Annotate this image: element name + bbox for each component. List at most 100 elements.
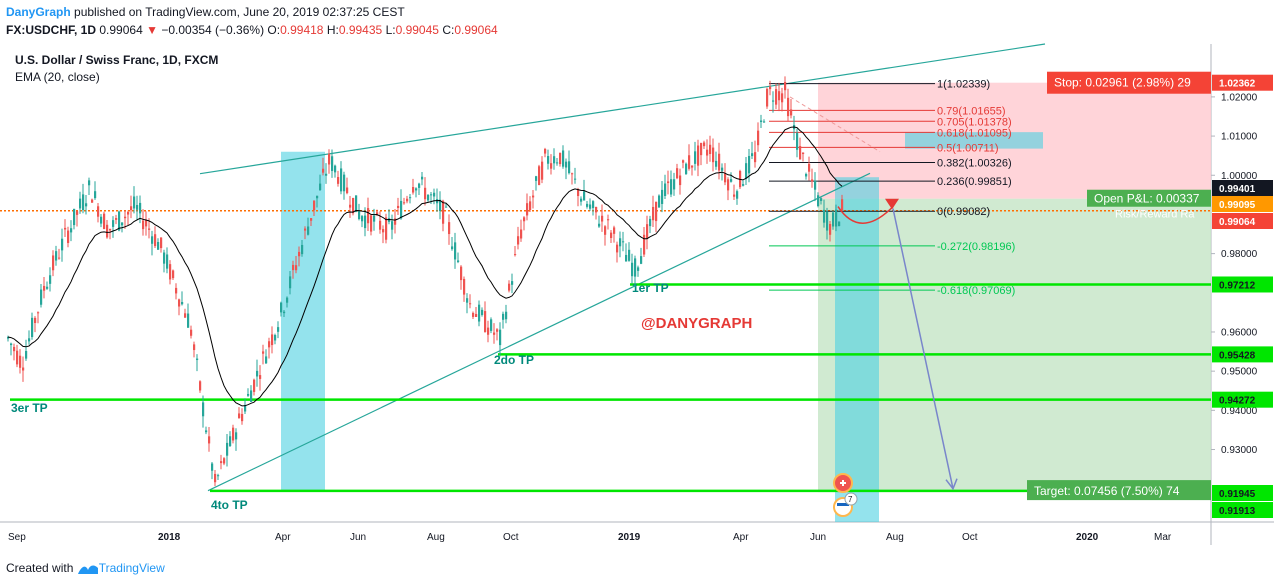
candle-body [454,242,457,260]
candle-body [127,212,130,215]
candle-body [562,150,565,167]
x-tick-label: Oct [962,532,978,543]
candle-body [715,160,718,167]
candle-body [472,312,475,317]
fib-level-label: 0.5(1.00711) [937,142,999,154]
target-zone [818,198,1211,493]
candle-body [784,81,787,91]
low-value: 0.99045 [395,23,439,37]
candle-body [574,178,577,180]
candle-body [772,100,775,102]
x-tick-label: Jun [350,532,366,543]
candle-body [457,260,460,262]
price-axis-label-box [1212,346,1273,363]
candle-body [634,258,637,277]
candle-body [760,120,763,123]
fib-level-label: 0.382(1.00326) [937,157,1012,169]
candle-body [841,199,844,211]
candle-body [31,317,34,337]
x-tick-label: Jun [810,532,826,543]
candle-body [238,413,241,419]
candle-body [136,204,139,210]
price-axis-label-box [1212,213,1273,229]
price-axis-label: 0.99064 [1219,217,1256,228]
candle-body [544,148,547,154]
candle-body [373,215,376,222]
candle-body [145,220,148,227]
event-count-text: 7 [848,495,853,504]
candle-body [823,209,826,223]
candle-body [817,195,820,207]
candle-body [271,334,274,346]
fib-level-label: -0.618(0.97069) [937,285,1015,297]
candle-body [343,174,346,192]
candle-body [796,132,799,150]
candle-body [709,144,712,155]
candle-body [415,188,418,191]
candle-body [700,142,703,156]
x-tick-label: Apr [733,532,749,543]
watermark-text: @DANYGRAPH [641,315,752,332]
ohlc-line: FX:USDCHF, 1D 0.99064 ▼ −0.00354 (−0.36%… [6,23,498,37]
swiss-cross-icon [840,480,846,486]
fib-highlight-box [905,132,1043,149]
candle-body [514,254,517,256]
y-tick-label: 1.01000 [1221,132,1258,143]
candle-body [781,93,784,103]
candle-body [196,358,199,361]
candle-body [532,195,535,198]
candle-body [241,413,244,422]
open-pl-label: Open P&L: 0.00337 [1094,192,1200,206]
candle-body [595,206,598,213]
candle-body [232,427,235,441]
candle-body [547,155,550,164]
candle-body [397,205,400,208]
candle-body [610,232,613,239]
candle-body [256,370,259,377]
price-axis-label-box [1212,485,1273,501]
candle-body [805,173,808,177]
tradingview-brand[interactable]: TradingView [98,561,165,575]
fib-level-label: 0(0.99082) [937,206,990,218]
candle-body [439,199,442,211]
candle-body [604,226,607,235]
candle-body [292,264,295,271]
candle-body [268,341,271,348]
candle-body [622,241,625,243]
candle-body [202,402,205,417]
high-value: 0.99435 [338,23,383,37]
last-price: 0.99064 [99,23,143,37]
candle-body [505,311,508,320]
candle-body [559,152,562,165]
candle-body [304,228,307,231]
candle-body [460,266,463,281]
x-tick-label: 2018 [158,532,181,543]
candle-body [370,215,373,232]
candle-body [775,89,778,105]
candle-body [619,238,622,247]
x-tick-label: Apr [275,532,291,543]
indicator-label: EMA (20, close) [15,70,100,84]
author-link[interactable]: DanyGraph [6,5,71,19]
ema-line [7,126,843,407]
candle-body [673,179,676,190]
candle-body [259,375,262,379]
lower-trendline [207,172,871,492]
candle-body [568,161,571,174]
candle-body [328,153,331,165]
candle-body [316,195,319,199]
candle-body [334,165,337,173]
candle-body [445,206,448,208]
candle-body [37,312,40,314]
candle-body [163,252,166,264]
candle-body [106,224,109,238]
candle-body [100,216,103,224]
candle-body [436,199,439,204]
candle-body [589,204,592,209]
candle-body [466,298,469,303]
candle-body [694,151,697,164]
candle-body [178,299,181,307]
candle-body [424,187,427,200]
candle-body [349,204,352,208]
